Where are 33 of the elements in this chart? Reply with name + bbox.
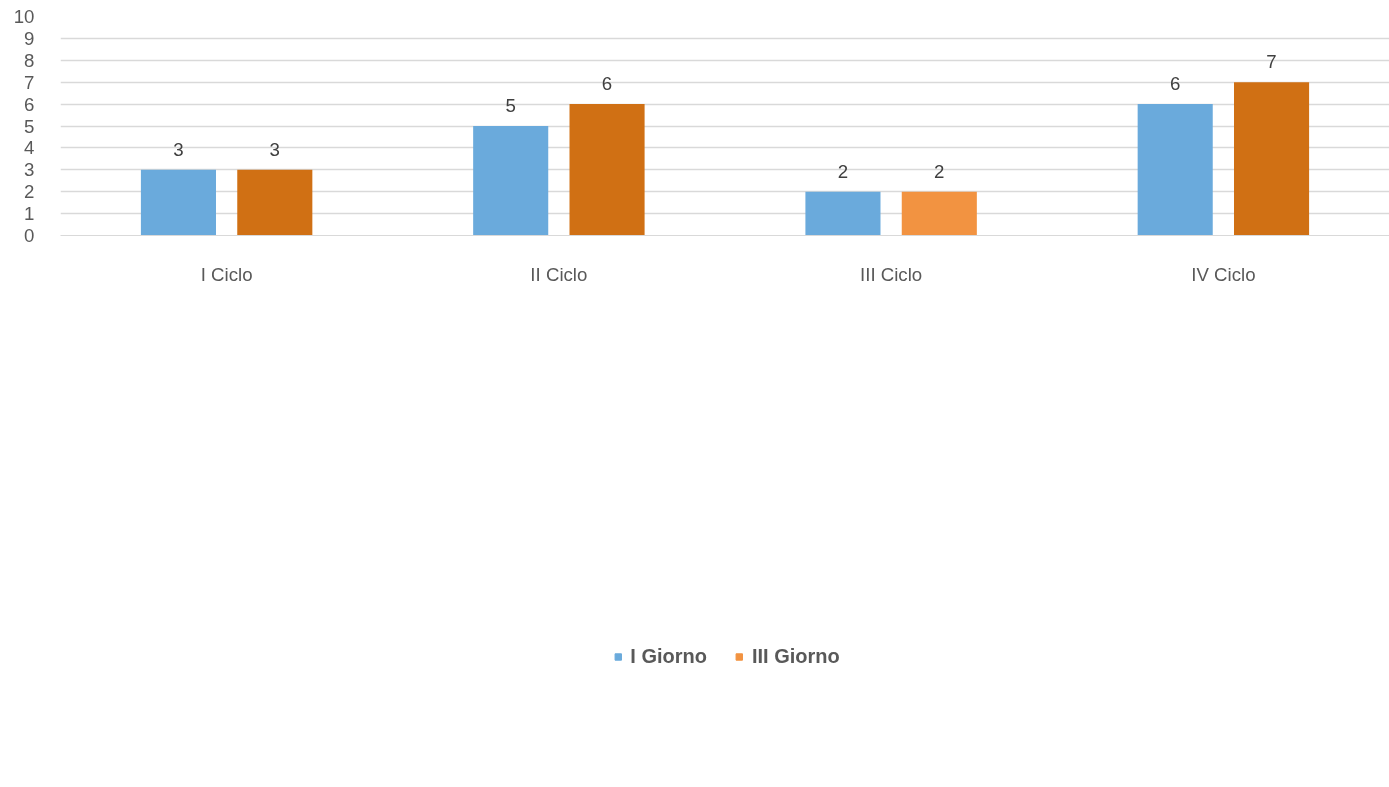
data-label: 5 — [505, 95, 516, 116]
data-label: 3 — [173, 138, 184, 160]
legend-label: I Giorno — [630, 644, 707, 668]
y-tick-label: 10 — [13, 6, 35, 27]
bar — [901, 191, 977, 236]
y-tick-label: 7 — [24, 71, 35, 93]
bar — [473, 126, 549, 236]
data-label: 7 — [1266, 51, 1277, 73]
x-tick-label: I Ciclo — [200, 263, 253, 285]
y-tick-label: 6 — [24, 93, 35, 115]
x-tick-label: IV Ciclo — [1191, 263, 1256, 285]
y-tick-label: 9 — [24, 27, 35, 49]
data-label: 6 — [601, 73, 613, 95]
legend-label: III Giorno — [751, 644, 840, 668]
y-tick-label: 0 — [24, 225, 35, 246]
bar — [1137, 104, 1213, 236]
y-tick-label: 3 — [24, 159, 35, 181]
y-tick-label: 4 — [24, 137, 35, 159]
x-tick-label: II Ciclo — [530, 263, 588, 285]
y-tick-label: 8 — [24, 49, 35, 71]
bar — [140, 169, 216, 236]
y-tick-label: 5 — [24, 115, 35, 137]
data-label: 3 — [269, 138, 280, 160]
bar — [805, 191, 881, 236]
bar — [1234, 82, 1310, 236]
bar — [569, 104, 645, 236]
bar — [237, 169, 313, 236]
y-tick-label: 2 — [24, 181, 35, 203]
y-tick-label: 1 — [24, 203, 35, 225]
x-tick-label: III Ciclo — [860, 263, 923, 285]
data-label: 2 — [934, 160, 945, 182]
data-label: 6 — [1170, 73, 1181, 95]
data-label: 2 — [837, 160, 849, 182]
